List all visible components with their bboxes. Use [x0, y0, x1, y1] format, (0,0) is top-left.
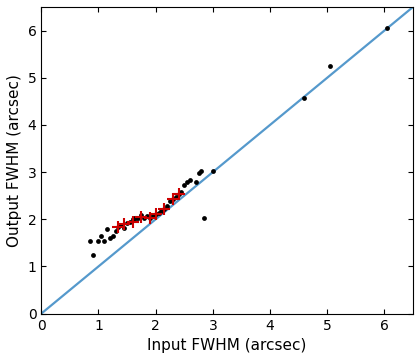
Point — [181, 183, 188, 188]
X-axis label: Input FWHM (arcsec): Input FWHM (arcsec) — [147, 338, 307, 353]
Point — [115, 224, 122, 230]
Point — [175, 192, 182, 197]
Point — [144, 213, 150, 219]
Point — [184, 180, 190, 185]
Point — [152, 211, 159, 216]
Point — [161, 206, 168, 212]
Point — [121, 225, 128, 231]
Point — [192, 180, 199, 185]
Point — [155, 210, 162, 216]
Point — [158, 208, 165, 213]
Point — [123, 220, 130, 226]
Point — [135, 215, 142, 221]
Point — [121, 221, 128, 227]
Point — [201, 215, 207, 221]
Point — [129, 219, 136, 225]
Y-axis label: Output FWHM (arcsec): Output FWHM (arcsec) — [7, 74, 22, 247]
Point — [301, 95, 308, 100]
Point — [141, 215, 147, 221]
Point — [186, 177, 193, 183]
Point — [195, 170, 202, 176]
Point — [129, 216, 136, 222]
Point — [147, 215, 153, 221]
Point — [109, 233, 116, 239]
Point — [169, 196, 176, 202]
Point — [104, 226, 110, 231]
Point — [89, 252, 96, 257]
Point — [147, 215, 153, 221]
Point — [87, 238, 93, 243]
Point — [327, 63, 333, 69]
Point — [98, 233, 105, 239]
Point — [95, 238, 102, 243]
Point — [152, 211, 159, 216]
Point — [107, 235, 113, 241]
Point — [132, 215, 139, 221]
Point — [112, 228, 119, 234]
Point — [150, 213, 156, 219]
Point — [115, 224, 122, 230]
Point — [164, 203, 171, 209]
Point — [138, 213, 145, 219]
Point — [126, 219, 133, 225]
Point — [169, 196, 176, 202]
Point — [161, 206, 168, 212]
Point — [198, 168, 205, 174]
Point — [167, 198, 173, 204]
Point — [210, 168, 216, 174]
Point — [131, 215, 137, 221]
Point — [178, 189, 185, 195]
Point — [172, 194, 179, 199]
Point — [175, 192, 182, 197]
Point — [101, 238, 108, 243]
Point — [384, 25, 391, 31]
Point — [138, 214, 145, 220]
Point — [118, 222, 125, 228]
